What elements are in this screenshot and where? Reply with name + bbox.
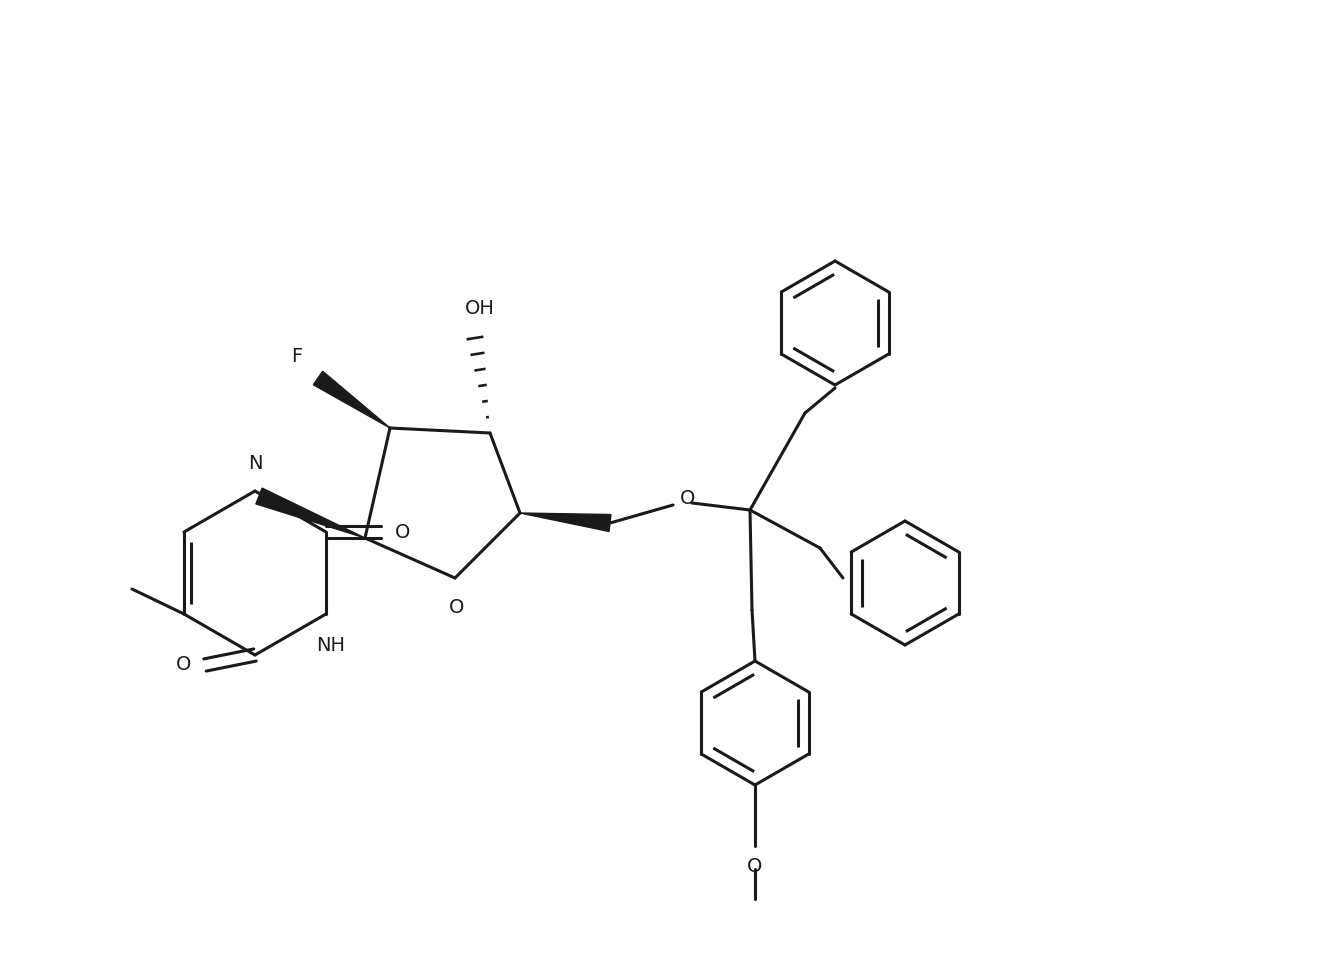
Polygon shape: [255, 488, 364, 538]
Text: O: O: [395, 522, 411, 541]
Text: N: N: [247, 454, 262, 473]
Polygon shape: [520, 513, 610, 532]
Polygon shape: [314, 372, 390, 428]
Text: O: O: [450, 598, 464, 617]
Text: O: O: [680, 489, 696, 508]
Text: OH: OH: [465, 299, 495, 318]
Text: NH: NH: [317, 636, 346, 655]
Text: O: O: [176, 655, 192, 674]
Text: O: O: [747, 857, 762, 876]
Text: F: F: [291, 347, 302, 366]
